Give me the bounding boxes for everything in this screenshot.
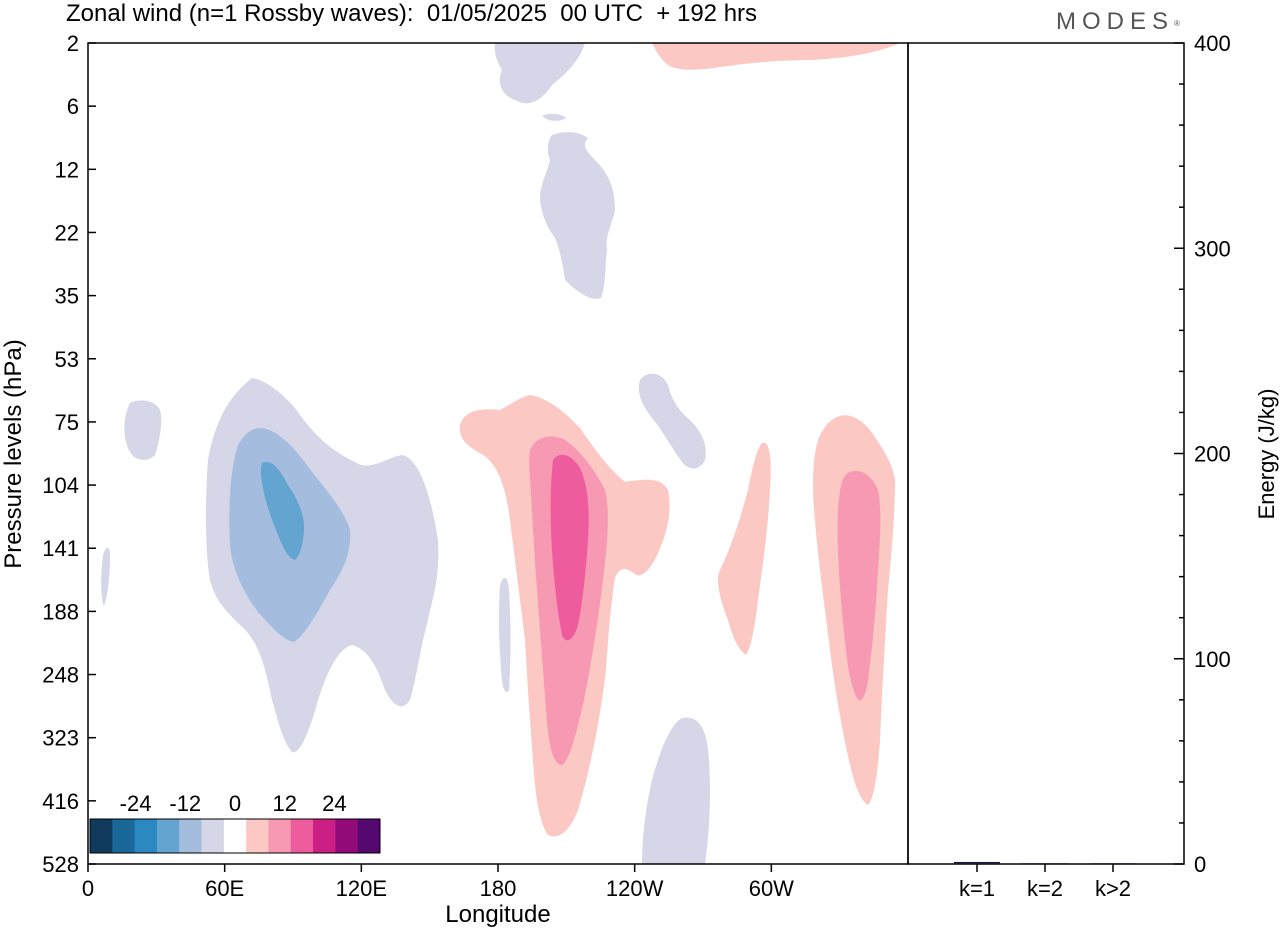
contour-negative-stratosphere-tongue bbox=[494, 43, 585, 104]
contour-negative-west-blob bbox=[124, 400, 162, 460]
pressure-tick-label: 2 bbox=[67, 31, 79, 56]
longitude-tick-label: 60W bbox=[749, 876, 794, 901]
wavenumber-axis: k=1 k=2 k>2 bbox=[959, 864, 1131, 901]
colorbar-swatch bbox=[112, 819, 136, 853]
contour-negative-thin-streak bbox=[498, 578, 511, 692]
colorbar: -24 -12 0 12 24 bbox=[89, 791, 381, 854]
colorbar-tick-label: 24 bbox=[322, 791, 346, 816]
energy-panel: 0 100 200 300 400 k=1 k=2 k>2 Energy (J/kg) bbox=[907, 31, 1279, 901]
energy-bar bbox=[954, 861, 1000, 864]
colorbar-swatch bbox=[201, 819, 225, 853]
energy-bar bbox=[1022, 863, 1068, 864]
wavenumber-tick-label: k=1 bbox=[959, 876, 995, 901]
energy-tick-label: 400 bbox=[1194, 31, 1231, 56]
colorbar-tick-label: 0 bbox=[229, 791, 241, 816]
pressure-tick-label: 248 bbox=[42, 663, 79, 688]
energy-bars bbox=[954, 861, 1136, 864]
colorbar-tick-label: -12 bbox=[169, 791, 201, 816]
energy-tick-label: 100 bbox=[1194, 647, 1231, 672]
contour-panel: 2 6 12 22 35 53 75 104 141 188 248 323 416 528 0 60E 12… bbox=[0, 31, 909, 928]
contour-negative-lower-column bbox=[642, 717, 710, 864]
contour-negative-sliver-5e bbox=[101, 547, 110, 606]
pressure-tick-label: 416 bbox=[42, 789, 79, 814]
energy-panel-frame bbox=[907, 42, 1185, 865]
pressure-tick-label: 75 bbox=[55, 410, 79, 435]
energy-tick-label: 200 bbox=[1194, 442, 1231, 467]
chart-title: Zonal wind (n=1 Rossby waves): 01/05/202… bbox=[66, 0, 758, 27]
colorbar-tick-label: -24 bbox=[120, 791, 152, 816]
colorbar-swatch bbox=[290, 819, 314, 853]
energy-axis-label: Energy (J/kg) bbox=[1254, 389, 1279, 520]
colorbar-swatch bbox=[335, 819, 359, 853]
brand-text: MODES bbox=[1056, 8, 1175, 35]
contour-negative-upper-column bbox=[540, 132, 615, 299]
colorbar-frame bbox=[89, 818, 381, 854]
contour-negative-level-15 bbox=[260, 461, 305, 560]
colorbar-swatch bbox=[246, 819, 269, 853]
wavenumber-tick-label: k=2 bbox=[1027, 876, 1063, 901]
energy-tick-label: 0 bbox=[1194, 852, 1206, 877]
colorbar-swatch bbox=[268, 819, 292, 853]
brand-logo: MODES® bbox=[1056, 8, 1180, 36]
colorbar-swatch bbox=[156, 819, 180, 853]
colorbar-swatch bbox=[313, 819, 336, 853]
longitude-tick-label: 120W bbox=[606, 876, 664, 901]
pressure-tick-label: 22 bbox=[55, 220, 79, 245]
pressure-tick-label: 12 bbox=[55, 157, 79, 182]
colorbar-tick-label: 12 bbox=[272, 791, 296, 816]
pressure-tick-label: 323 bbox=[42, 726, 79, 751]
colorbar-swatch bbox=[223, 819, 247, 853]
longitude-tick-label: 0 bbox=[82, 876, 94, 901]
energy-axis: 0 100 200 300 400 bbox=[1174, 31, 1231, 877]
longitude-tick-label: 180 bbox=[480, 876, 517, 901]
contour-fields bbox=[101, 43, 900, 864]
contour-negative-mid-blob bbox=[638, 373, 706, 469]
pressure-tick-label: 35 bbox=[55, 284, 79, 309]
pressure-tick-label: 141 bbox=[42, 536, 79, 561]
energy-tick-label: 300 bbox=[1194, 236, 1231, 261]
longitude-axis: 0 60E 120E 180 120W 60W bbox=[82, 864, 794, 901]
contour-positive-east-streak bbox=[717, 442, 771, 655]
contour-negative-small-blob bbox=[542, 113, 566, 121]
wavenumber-tick-label: k>2 bbox=[1095, 876, 1131, 901]
colorbar-swatch bbox=[179, 819, 203, 853]
energy-bar bbox=[1090, 863, 1136, 864]
longitude-tick-label: 60E bbox=[205, 876, 244, 901]
pressure-tick-label: 528 bbox=[42, 852, 79, 877]
colorbar-labels: -24 -12 0 12 24 bbox=[120, 791, 347, 816]
contour-positive-east-column-10 bbox=[837, 470, 881, 701]
colorbar-swatch bbox=[90, 819, 113, 853]
x-axis-label: Longitude bbox=[445, 901, 550, 928]
longitude-tick-label: 120E bbox=[336, 876, 387, 901]
pressure-tick-label: 104 bbox=[42, 473, 79, 498]
pressure-tick-label: 6 bbox=[67, 94, 79, 119]
registered-mark: ® bbox=[1174, 19, 1180, 28]
y-axis-label: Pressure levels (hPa) bbox=[0, 339, 27, 568]
pressure-tick-label: 188 bbox=[42, 599, 79, 624]
contour-positive-central-15 bbox=[550, 454, 589, 641]
colorbar-swatch bbox=[357, 819, 381, 853]
colorbar-swatch bbox=[134, 819, 158, 853]
pressure-axis: 2 6 12 22 35 53 75 104 141 188 248 323 416 528 bbox=[42, 31, 96, 877]
contour-positive-top-band bbox=[652, 43, 900, 70]
pressure-tick-label: 53 bbox=[55, 347, 79, 372]
colorbar-swatches bbox=[90, 819, 381, 853]
